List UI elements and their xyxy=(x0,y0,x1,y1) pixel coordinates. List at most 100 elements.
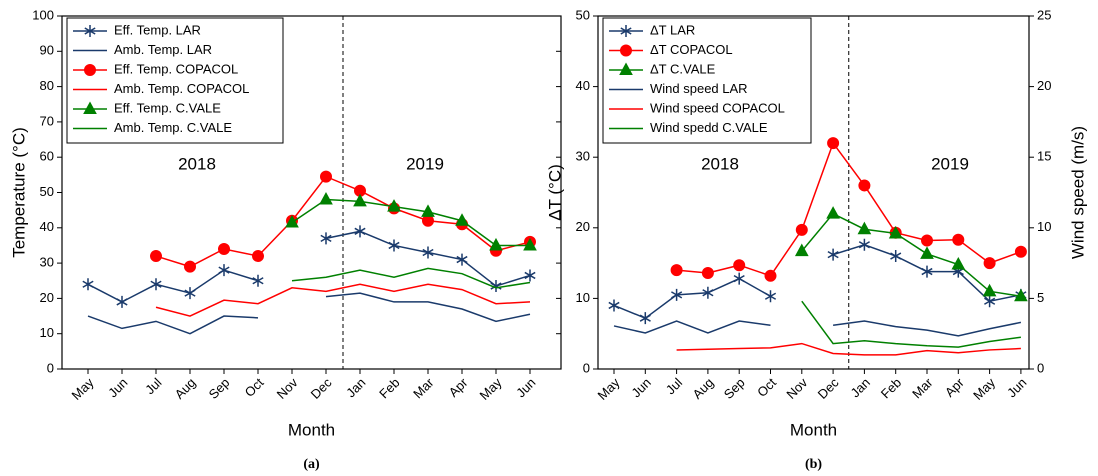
year-annotation: 2019 xyxy=(406,154,444,173)
x-tick-label: Aug xyxy=(689,375,716,402)
x-axis-label: Month xyxy=(288,420,335,439)
year-annotation: 2018 xyxy=(701,154,739,173)
marker xyxy=(671,288,683,301)
series-line xyxy=(155,175,531,268)
marker xyxy=(920,246,934,259)
legend-label: ΔT COPACOL xyxy=(650,42,733,57)
marker xyxy=(489,237,503,251)
x-tick-label: Apr xyxy=(942,374,967,399)
y2-tick-label: 15 xyxy=(1037,149,1051,164)
x-tick-label: Feb xyxy=(376,375,402,401)
marker xyxy=(319,192,333,205)
x-tick-label: Jun xyxy=(1004,375,1029,400)
marker xyxy=(388,239,400,252)
marker xyxy=(982,283,997,297)
marker xyxy=(702,286,714,299)
marker xyxy=(764,269,777,282)
x-tick-label: Dec xyxy=(308,375,335,402)
marker xyxy=(353,193,367,207)
y-tick-label: 0 xyxy=(47,360,54,375)
x-tick-label: Feb xyxy=(878,375,904,401)
marker xyxy=(320,232,332,245)
x-tick-label: Apr xyxy=(446,374,471,399)
x-tick-label: Sep xyxy=(721,375,748,402)
x-tick-label: May xyxy=(595,375,623,403)
y-tick-label: 50 xyxy=(576,7,590,22)
marker xyxy=(827,137,840,150)
x-tick-label: Jun xyxy=(105,375,130,400)
marker xyxy=(858,238,870,251)
marker xyxy=(921,234,933,247)
series-line xyxy=(613,243,1022,320)
x-tick-label: Nov xyxy=(783,375,810,402)
x-tick-label: Aug xyxy=(172,375,199,402)
marker xyxy=(951,256,966,270)
x-tick-label: May xyxy=(970,375,998,403)
marker xyxy=(421,204,435,217)
series-line xyxy=(155,283,531,317)
marker xyxy=(827,248,839,261)
series-line xyxy=(291,267,531,289)
y-tick-label: 30 xyxy=(576,149,590,164)
marker xyxy=(184,287,196,300)
y-tick-label: 30 xyxy=(40,255,54,270)
marker xyxy=(285,214,299,228)
y-tick-label: 60 xyxy=(40,149,54,164)
x-axis-label: Month xyxy=(790,420,837,439)
marker xyxy=(888,225,903,239)
y2-tick-label: 5 xyxy=(1037,290,1044,305)
legend-label: Eff. Temp. COPACOL xyxy=(114,61,238,76)
marker xyxy=(984,295,996,308)
marker xyxy=(116,295,128,308)
y-tick-label: 20 xyxy=(576,219,590,234)
marker xyxy=(619,62,633,75)
marker xyxy=(1014,288,1028,302)
marker xyxy=(354,225,366,238)
y-tick-label: 50 xyxy=(40,184,54,199)
x-tick-label: Jul xyxy=(142,375,164,397)
marker xyxy=(608,299,620,312)
y-tick-label: 20 xyxy=(40,290,54,305)
y2-tick-label: 25 xyxy=(1037,7,1051,22)
legend-label: Amb. Temp. COPACOL xyxy=(114,81,249,96)
series-line xyxy=(613,320,1022,337)
series-line xyxy=(676,342,1021,356)
marker xyxy=(184,260,196,273)
marker xyxy=(670,264,683,277)
y-tick-label: 40 xyxy=(40,219,54,234)
y-tick-label: 80 xyxy=(40,78,54,93)
marker xyxy=(733,259,746,272)
marker xyxy=(252,250,264,263)
marker xyxy=(523,237,537,251)
plot-frame xyxy=(597,15,1030,370)
x-tick-label: Mar xyxy=(410,374,437,401)
marker xyxy=(921,265,933,278)
series-line xyxy=(291,198,530,247)
y-axis-label: Temperature (°C) xyxy=(9,127,28,258)
marker xyxy=(620,44,632,57)
marker xyxy=(857,221,872,235)
x-tick-label: Oct xyxy=(242,375,267,400)
x-tick-label: Jun xyxy=(628,375,653,400)
marker xyxy=(983,257,996,270)
series-line xyxy=(87,230,531,303)
legend-box xyxy=(602,17,812,144)
marker xyxy=(620,25,632,37)
panel-label: (b) xyxy=(805,457,822,472)
marker xyxy=(490,280,502,293)
legend-label: Wind spedd C.VALE xyxy=(650,120,768,135)
legend-label: Amb. Temp. C.VALE xyxy=(114,120,232,135)
marker xyxy=(82,278,94,291)
x-tick-label: Jan xyxy=(343,375,368,400)
y2-axis-label: Wind speed (m/s) xyxy=(1068,126,1087,259)
x-tick-label: Jul xyxy=(663,375,685,397)
marker xyxy=(524,269,536,282)
marker xyxy=(455,213,469,226)
y2-tick-label: 20 xyxy=(1037,78,1051,93)
marker xyxy=(733,272,745,285)
marker xyxy=(84,64,96,76)
x-tick-label: Oct xyxy=(754,375,779,400)
y-tick-label: 100 xyxy=(32,7,54,22)
marker xyxy=(952,233,965,246)
